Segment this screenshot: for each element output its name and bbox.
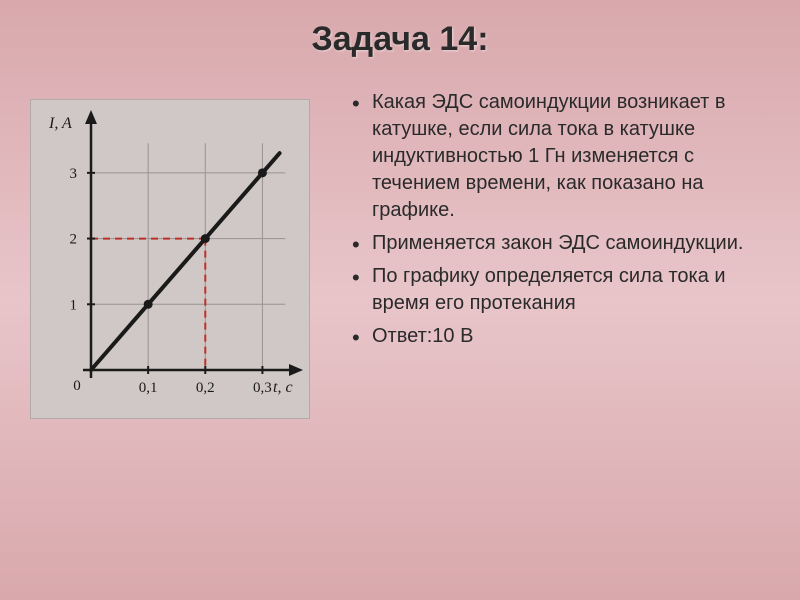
svg-text:I, A: I, A — [48, 115, 72, 132]
page-title: Задача 14: — [30, 20, 770, 59]
bullet-item: Ответ:10 В — [350, 323, 770, 350]
bullet-item: По графику определяется сила тока и врем… — [350, 263, 770, 317]
svg-text:2: 2 — [70, 232, 78, 248]
svg-text:0: 0 — [73, 378, 81, 394]
svg-text:0,3: 0,3 — [253, 380, 272, 396]
bullet-item: Какая ЭДС самоиндукции возникает в катуш… — [350, 89, 770, 224]
svg-text:0,2: 0,2 — [196, 380, 215, 396]
chart-container: 0,1 0,2 0,3 1 2 3 0 I, A t, c — [30, 79, 330, 419]
content-row: 0,1 0,2 0,3 1 2 3 0 I, A t, c Какая ЭДС самоинду… — [30, 79, 770, 419]
svg-text:0,1: 0,1 — [139, 380, 158, 396]
svg-text:t, c: t, c — [273, 379, 293, 396]
svg-text:1: 1 — [70, 297, 78, 313]
line-chart: 0,1 0,2 0,3 1 2 3 0 I, A t, c — [30, 99, 310, 419]
bullet-item: Применяется закон ЭДС самоиндукции. — [350, 230, 770, 257]
bullet-list: Какая ЭДС самоиндукции возникает в катуш… — [350, 79, 770, 419]
svg-text:3: 3 — [70, 166, 78, 182]
